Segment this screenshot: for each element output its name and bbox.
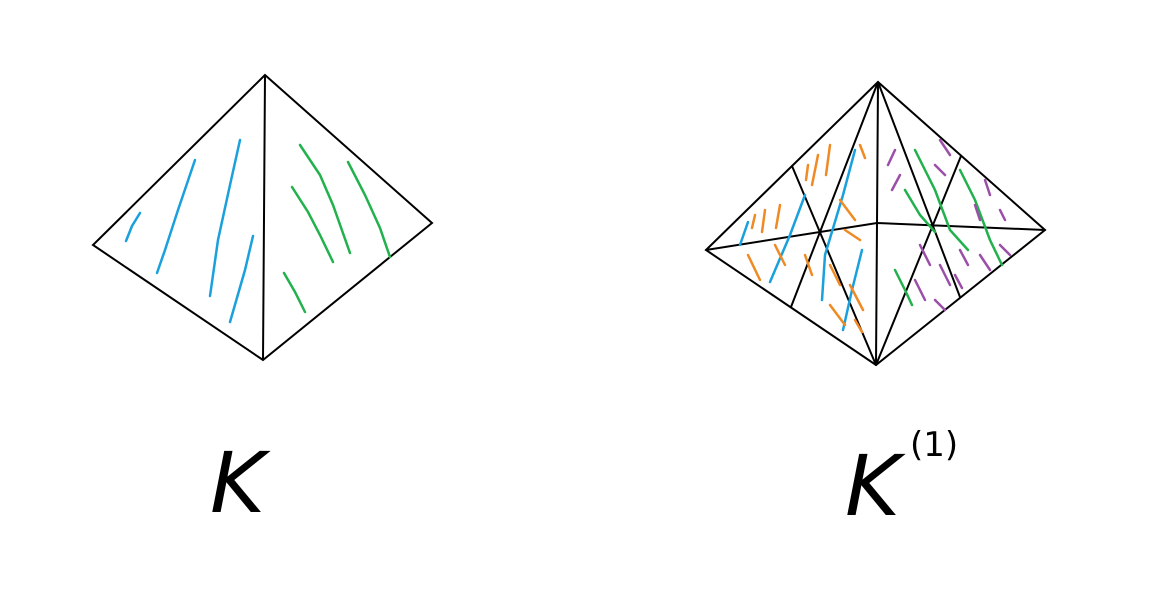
subdivision-edges [705, 81, 1046, 366]
complex-k1 [704, 80, 1047, 367]
stroke [298, 143, 352, 255]
stroke [913, 148, 970, 252]
stroke [346, 160, 392, 259]
hatching [124, 138, 392, 324]
stroke [750, 203, 782, 234]
stroke [838, 143, 867, 242]
stroke [804, 143, 832, 187]
stroke [124, 211, 142, 243]
stroke [228, 234, 255, 324]
label-k1-superscript: (1) [910, 425, 958, 465]
label-k1-base: K [845, 437, 906, 535]
edges [91, 73, 434, 362]
stroke [768, 193, 807, 284]
stroke [820, 148, 857, 302]
stroke [893, 268, 914, 307]
stroke [903, 188, 937, 234]
stroke [973, 178, 1007, 222]
stroke [290, 185, 335, 264]
stroke [958, 168, 1004, 267]
stroke [886, 138, 952, 192]
stroke [828, 263, 865, 334]
stroke [155, 158, 197, 275]
complex-k [91, 73, 434, 362]
hatching [738, 138, 1012, 334]
stroke [738, 220, 750, 247]
stroke [953, 243, 1012, 290]
stroke [282, 271, 307, 314]
stroke [746, 243, 814, 282]
stroke [913, 243, 952, 312]
stroke [208, 138, 242, 298]
label-k: K [210, 434, 271, 532]
